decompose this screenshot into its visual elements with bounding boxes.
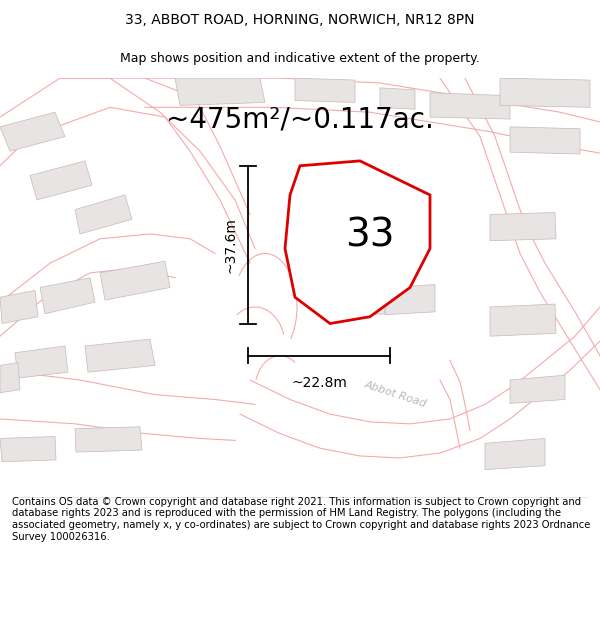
Text: Contains OS data © Crown copyright and database right 2021. This information is : Contains OS data © Crown copyright and d… — [12, 497, 590, 542]
Polygon shape — [0, 291, 38, 324]
Polygon shape — [485, 439, 545, 469]
Polygon shape — [85, 339, 155, 372]
Polygon shape — [295, 78, 355, 102]
Polygon shape — [15, 346, 68, 378]
Polygon shape — [0, 436, 56, 462]
Polygon shape — [175, 78, 265, 106]
Polygon shape — [0, 112, 65, 151]
Polygon shape — [490, 213, 556, 241]
Polygon shape — [430, 92, 510, 119]
Polygon shape — [75, 195, 132, 234]
Polygon shape — [30, 161, 92, 200]
Polygon shape — [285, 161, 430, 324]
Text: 33, ABBOT ROAD, HORNING, NORWICH, NR12 8PN: 33, ABBOT ROAD, HORNING, NORWICH, NR12 8… — [125, 12, 475, 26]
Polygon shape — [100, 261, 170, 300]
Polygon shape — [510, 127, 580, 154]
Polygon shape — [315, 209, 370, 249]
Text: ~475m²/~0.117ac.: ~475m²/~0.117ac. — [166, 105, 434, 133]
Polygon shape — [330, 284, 385, 317]
Polygon shape — [0, 362, 20, 392]
Polygon shape — [380, 88, 415, 109]
Polygon shape — [385, 284, 435, 315]
Text: 33: 33 — [345, 217, 395, 255]
Polygon shape — [510, 375, 565, 403]
Text: Abbot Road: Abbot Road — [362, 380, 427, 409]
Text: ~37.6m: ~37.6m — [223, 217, 237, 272]
Text: ~22.8m: ~22.8m — [291, 376, 347, 390]
Polygon shape — [75, 427, 142, 452]
Polygon shape — [40, 278, 95, 314]
Text: Map shows position and indicative extent of the property.: Map shows position and indicative extent… — [120, 52, 480, 65]
Polygon shape — [500, 78, 590, 108]
Polygon shape — [490, 304, 556, 336]
